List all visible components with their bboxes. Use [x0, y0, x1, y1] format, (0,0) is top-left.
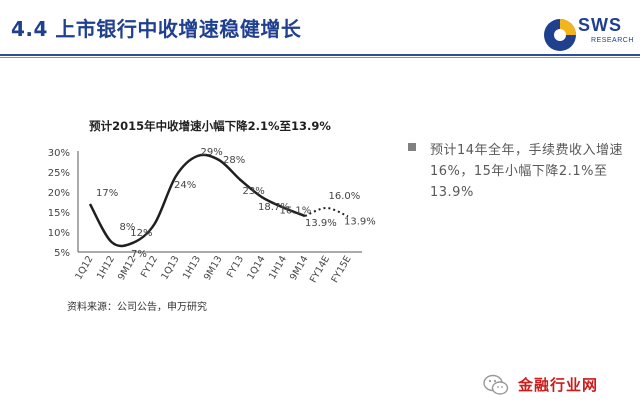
y-tick-label: 20% — [48, 188, 70, 199]
x-tick-label: 1Q12 — [73, 254, 95, 282]
data-label: 18.7% — [258, 202, 290, 213]
logo-subtext: RESEARCH — [591, 37, 634, 44]
title-divider — [0, 54, 640, 56]
y-tick-label: 30% — [48, 148, 70, 159]
bullet-text: 预计14年全年，手续费收入增速16%，15年小幅下降2.1%至13.9% — [430, 143, 624, 200]
data-label: 7% — [131, 249, 147, 260]
source-note: 资料来源：公司公告，申万研究 — [67, 302, 207, 313]
chart-title: 预计2015年中收增速小幅下降2.1%至13.9% — [89, 119, 331, 133]
x-tick-label: 1Q14 — [245, 254, 267, 282]
data-labels: 17%8%7%12%24%29%28%23%18.7%16.1%13.9%16.… — [96, 147, 376, 260]
y-tick-label: 5% — [54, 248, 70, 259]
data-label: 13.9% — [344, 216, 376, 227]
page-title: 4.4 上市银行中收增速稳健增长 — [11, 17, 302, 41]
x-tick-label: 1Q13 — [159, 254, 181, 282]
wechat-icon — [483, 374, 509, 395]
data-label: 16.0% — [329, 191, 361, 202]
x-tick-label: FY13 — [225, 254, 246, 280]
watermark-text: 金融行业网 — [518, 376, 599, 394]
series-line-forecast — [304, 206, 349, 218]
x-tick-label: FY14E — [308, 254, 332, 285]
y-tick-label: 25% — [48, 168, 70, 179]
x-tick-label: 1H13 — [181, 254, 203, 281]
x-tick-label: FY15E — [329, 254, 353, 285]
title-divider-thin — [0, 57, 640, 58]
data-label: 12% — [130, 228, 152, 239]
sws-logo — [544, 19, 576, 51]
y-tick-label: 10% — [48, 228, 70, 239]
x-tick-label: 9M13 — [202, 254, 225, 282]
y-ticks: 5% 10% 15% 20% 25% 30% — [48, 148, 70, 259]
data-label: 17% — [96, 188, 118, 199]
series-line-actual — [88, 153, 306, 248]
data-label: 23% — [243, 186, 265, 197]
data-label: 29% — [201, 147, 223, 158]
data-label: 28% — [223, 155, 245, 166]
x-tick-label: 1H12 — [95, 254, 117, 281]
data-label: 16.1% — [280, 206, 312, 217]
data-label: 8% — [120, 222, 136, 233]
x-tick-label: 1H14 — [267, 254, 289, 281]
x-tick-label: 9M14 — [288, 254, 311, 282]
data-label: 24% — [174, 180, 196, 191]
logo-text: SWS — [578, 15, 623, 35]
y-tick-label: 15% — [48, 208, 70, 219]
bullet-square-icon — [408, 143, 416, 151]
data-label: 13.9% — [305, 218, 337, 229]
